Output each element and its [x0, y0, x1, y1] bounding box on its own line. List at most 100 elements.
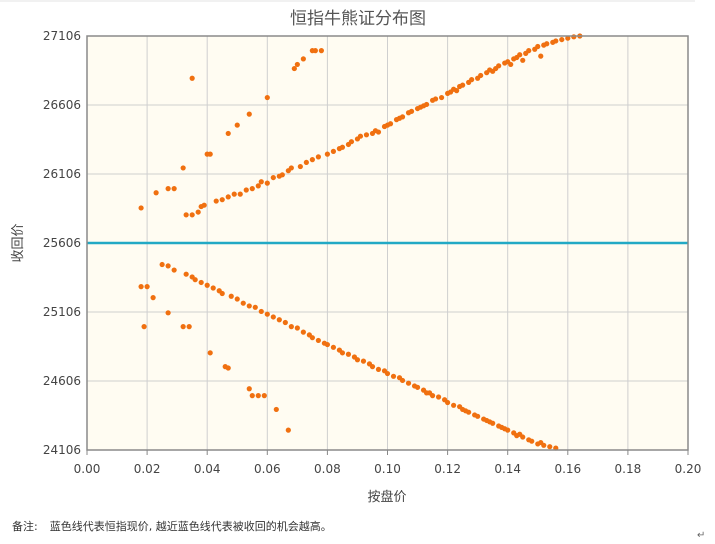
footnote: 备注: 蓝色线代表恒指现价, 越近蓝色线代表被收回的机会越高。 — [12, 518, 332, 534]
data-point — [165, 310, 171, 316]
data-point — [201, 202, 207, 208]
data-point — [339, 350, 346, 356]
data-point — [360, 358, 367, 364]
x-tick-label: 0.14 — [494, 462, 521, 476]
data-point — [273, 406, 279, 413]
x-tick-label: 0.12 — [434, 462, 461, 476]
data-point — [159, 261, 165, 268]
data-point — [315, 337, 321, 344]
data-point — [544, 41, 550, 47]
data-point — [535, 43, 541, 50]
data-point — [565, 35, 571, 41]
data-point — [171, 267, 177, 273]
data-point — [240, 300, 246, 306]
data-point — [348, 139, 355, 145]
data-point — [520, 57, 526, 63]
data-point — [234, 296, 240, 302]
data-point — [399, 377, 406, 384]
data-point — [375, 129, 382, 135]
data-point — [144, 284, 150, 290]
data-point — [219, 197, 225, 203]
data-point — [180, 324, 186, 330]
data-point — [183, 271, 189, 277]
data-point — [423, 390, 430, 396]
data-point — [505, 427, 511, 433]
x-axis-ticks: 0.00 0.02 0.04 0.06 0.08 0.10 0.12 0.14 0.16 0.18… — [74, 450, 701, 476]
data-point — [300, 56, 306, 62]
data-point — [219, 290, 225, 297]
x-tick-label: 0.18 — [615, 462, 642, 476]
paragraph-mark-icon: ↵ — [697, 530, 706, 541]
data-point — [300, 329, 306, 335]
data-point — [315, 154, 321, 160]
data-point — [517, 431, 523, 437]
y-tick-label: 25106 — [43, 305, 81, 319]
data-point — [399, 114, 406, 120]
data-point — [141, 324, 147, 330]
data-point — [490, 68, 496, 74]
data-point — [345, 351, 352, 357]
data-point — [153, 190, 159, 196]
data-point — [288, 324, 294, 330]
data-point — [339, 144, 346, 150]
y-axis-label: 收回价 — [11, 223, 26, 262]
data-point — [279, 172, 285, 178]
data-point — [291, 65, 297, 72]
data-point — [234, 122, 240, 128]
data-point — [228, 293, 234, 299]
data-point — [330, 344, 337, 350]
data-point — [445, 399, 451, 406]
data-point — [451, 402, 457, 408]
data-point — [460, 82, 466, 88]
data-point — [186, 324, 192, 330]
data-point — [303, 159, 309, 166]
data-point — [288, 165, 294, 171]
x-tick-label: 0.08 — [314, 462, 341, 476]
x-tick-label: 0.06 — [254, 462, 281, 476]
y-tick-label: 26606 — [43, 98, 81, 112]
data-point — [237, 191, 243, 197]
data-point — [225, 130, 231, 137]
data-point — [207, 350, 213, 356]
data-point — [496, 63, 502, 69]
data-point — [258, 308, 264, 315]
data-point — [526, 48, 532, 54]
x-tick-label: 0.16 — [554, 462, 581, 476]
footnote-prefix: 备注: — [12, 520, 38, 533]
data-point — [324, 151, 330, 157]
data-point — [258, 179, 264, 185]
data-point — [249, 186, 255, 192]
data-point — [261, 393, 267, 399]
data-point — [387, 121, 394, 127]
x-tick-label: 0.02 — [134, 462, 161, 476]
data-point — [538, 53, 544, 59]
data-point — [270, 174, 276, 181]
data-point — [405, 380, 412, 386]
data-point — [423, 101, 430, 108]
y-tick-label: 25606 — [43, 236, 81, 250]
data-point — [225, 194, 231, 200]
data-point — [294, 325, 300, 331]
x-tick-label: 0.10 — [374, 462, 401, 476]
data-point — [189, 212, 195, 218]
data-point — [270, 314, 276, 320]
data-point — [508, 61, 514, 68]
data-point — [463, 408, 469, 414]
y-tick-label: 24106 — [43, 443, 81, 457]
data-point — [309, 335, 315, 341]
data-point — [207, 151, 213, 157]
data-point — [225, 365, 231, 371]
data-point — [243, 187, 249, 193]
data-point — [559, 36, 565, 43]
data-point — [414, 384, 421, 390]
data-point — [538, 439, 544, 446]
data-point — [213, 198, 219, 204]
data-point — [429, 393, 436, 399]
footnote-text: 蓝色线代表恒指现价, 越近蓝色线代表被收回的机会越高。 — [49, 520, 332, 533]
data-point — [276, 317, 282, 323]
data-point — [312, 48, 318, 54]
data-point — [165, 186, 171, 192]
data-point — [553, 38, 559, 44]
data-point — [475, 413, 481, 419]
